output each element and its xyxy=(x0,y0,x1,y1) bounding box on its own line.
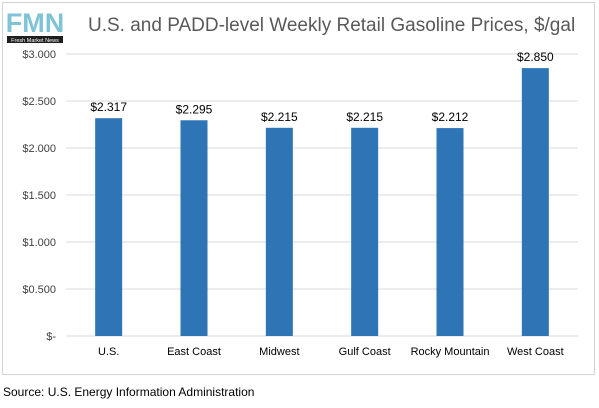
chart-title: U.S. and PADD-level Weekly Retail Gasoli… xyxy=(88,15,576,36)
gridlines xyxy=(66,53,578,337)
y-tick-label: $- xyxy=(46,331,56,343)
y-tick-label: $3.000 xyxy=(22,49,56,61)
logo-text: FMN xyxy=(6,8,64,38)
logo-subtext: Fresh Market News xyxy=(11,38,59,44)
data-label: $2.317 xyxy=(90,100,127,114)
bar xyxy=(265,127,293,336)
bars xyxy=(95,68,549,337)
y-axis-ticks: $- $0.500 $1.000 $1.500 $2.000 $2.500 $3.000 xyxy=(22,49,56,343)
category-label: West Coast xyxy=(507,346,564,358)
bar xyxy=(180,120,208,337)
category-label: Gulf Coast xyxy=(339,346,391,358)
category-label: U.S. xyxy=(98,346,119,358)
y-tick-label: $1.000 xyxy=(22,237,56,249)
y-tick-label: $0.500 xyxy=(22,284,56,296)
category-label: East Coast xyxy=(167,346,221,358)
bar xyxy=(95,118,123,337)
bar-chart: $- $0.500 $1.000 $1.500 $2.000 $2.500 $3.000 $… xyxy=(22,49,578,358)
y-tick-label: $1.500 xyxy=(22,190,56,202)
data-label: $2.215 xyxy=(261,110,298,124)
category-labels: U.S. East Coast Midwest Gulf Coast Rocky Mou… xyxy=(98,346,564,358)
bar xyxy=(436,128,464,336)
y-tick-label: $2.000 xyxy=(22,143,56,155)
data-label: $2.295 xyxy=(176,102,213,116)
source-note: Source: U.S. Energy Information Administ… xyxy=(3,385,255,399)
bar xyxy=(351,127,379,336)
data-label: $2.850 xyxy=(517,50,554,64)
fmn-logo: FMN Fresh Market News xyxy=(6,5,64,45)
data-label: $2.215 xyxy=(346,110,383,124)
data-labels: $2.317 $2.295 $2.215 $2.215 $2.212 $2.850 xyxy=(90,50,554,124)
bar xyxy=(521,68,549,336)
y-tick-label: $2.500 xyxy=(22,96,56,108)
category-label: Midwest xyxy=(259,346,299,358)
data-label: $2.212 xyxy=(432,110,469,124)
category-label: Rocky Mountain xyxy=(411,346,490,358)
